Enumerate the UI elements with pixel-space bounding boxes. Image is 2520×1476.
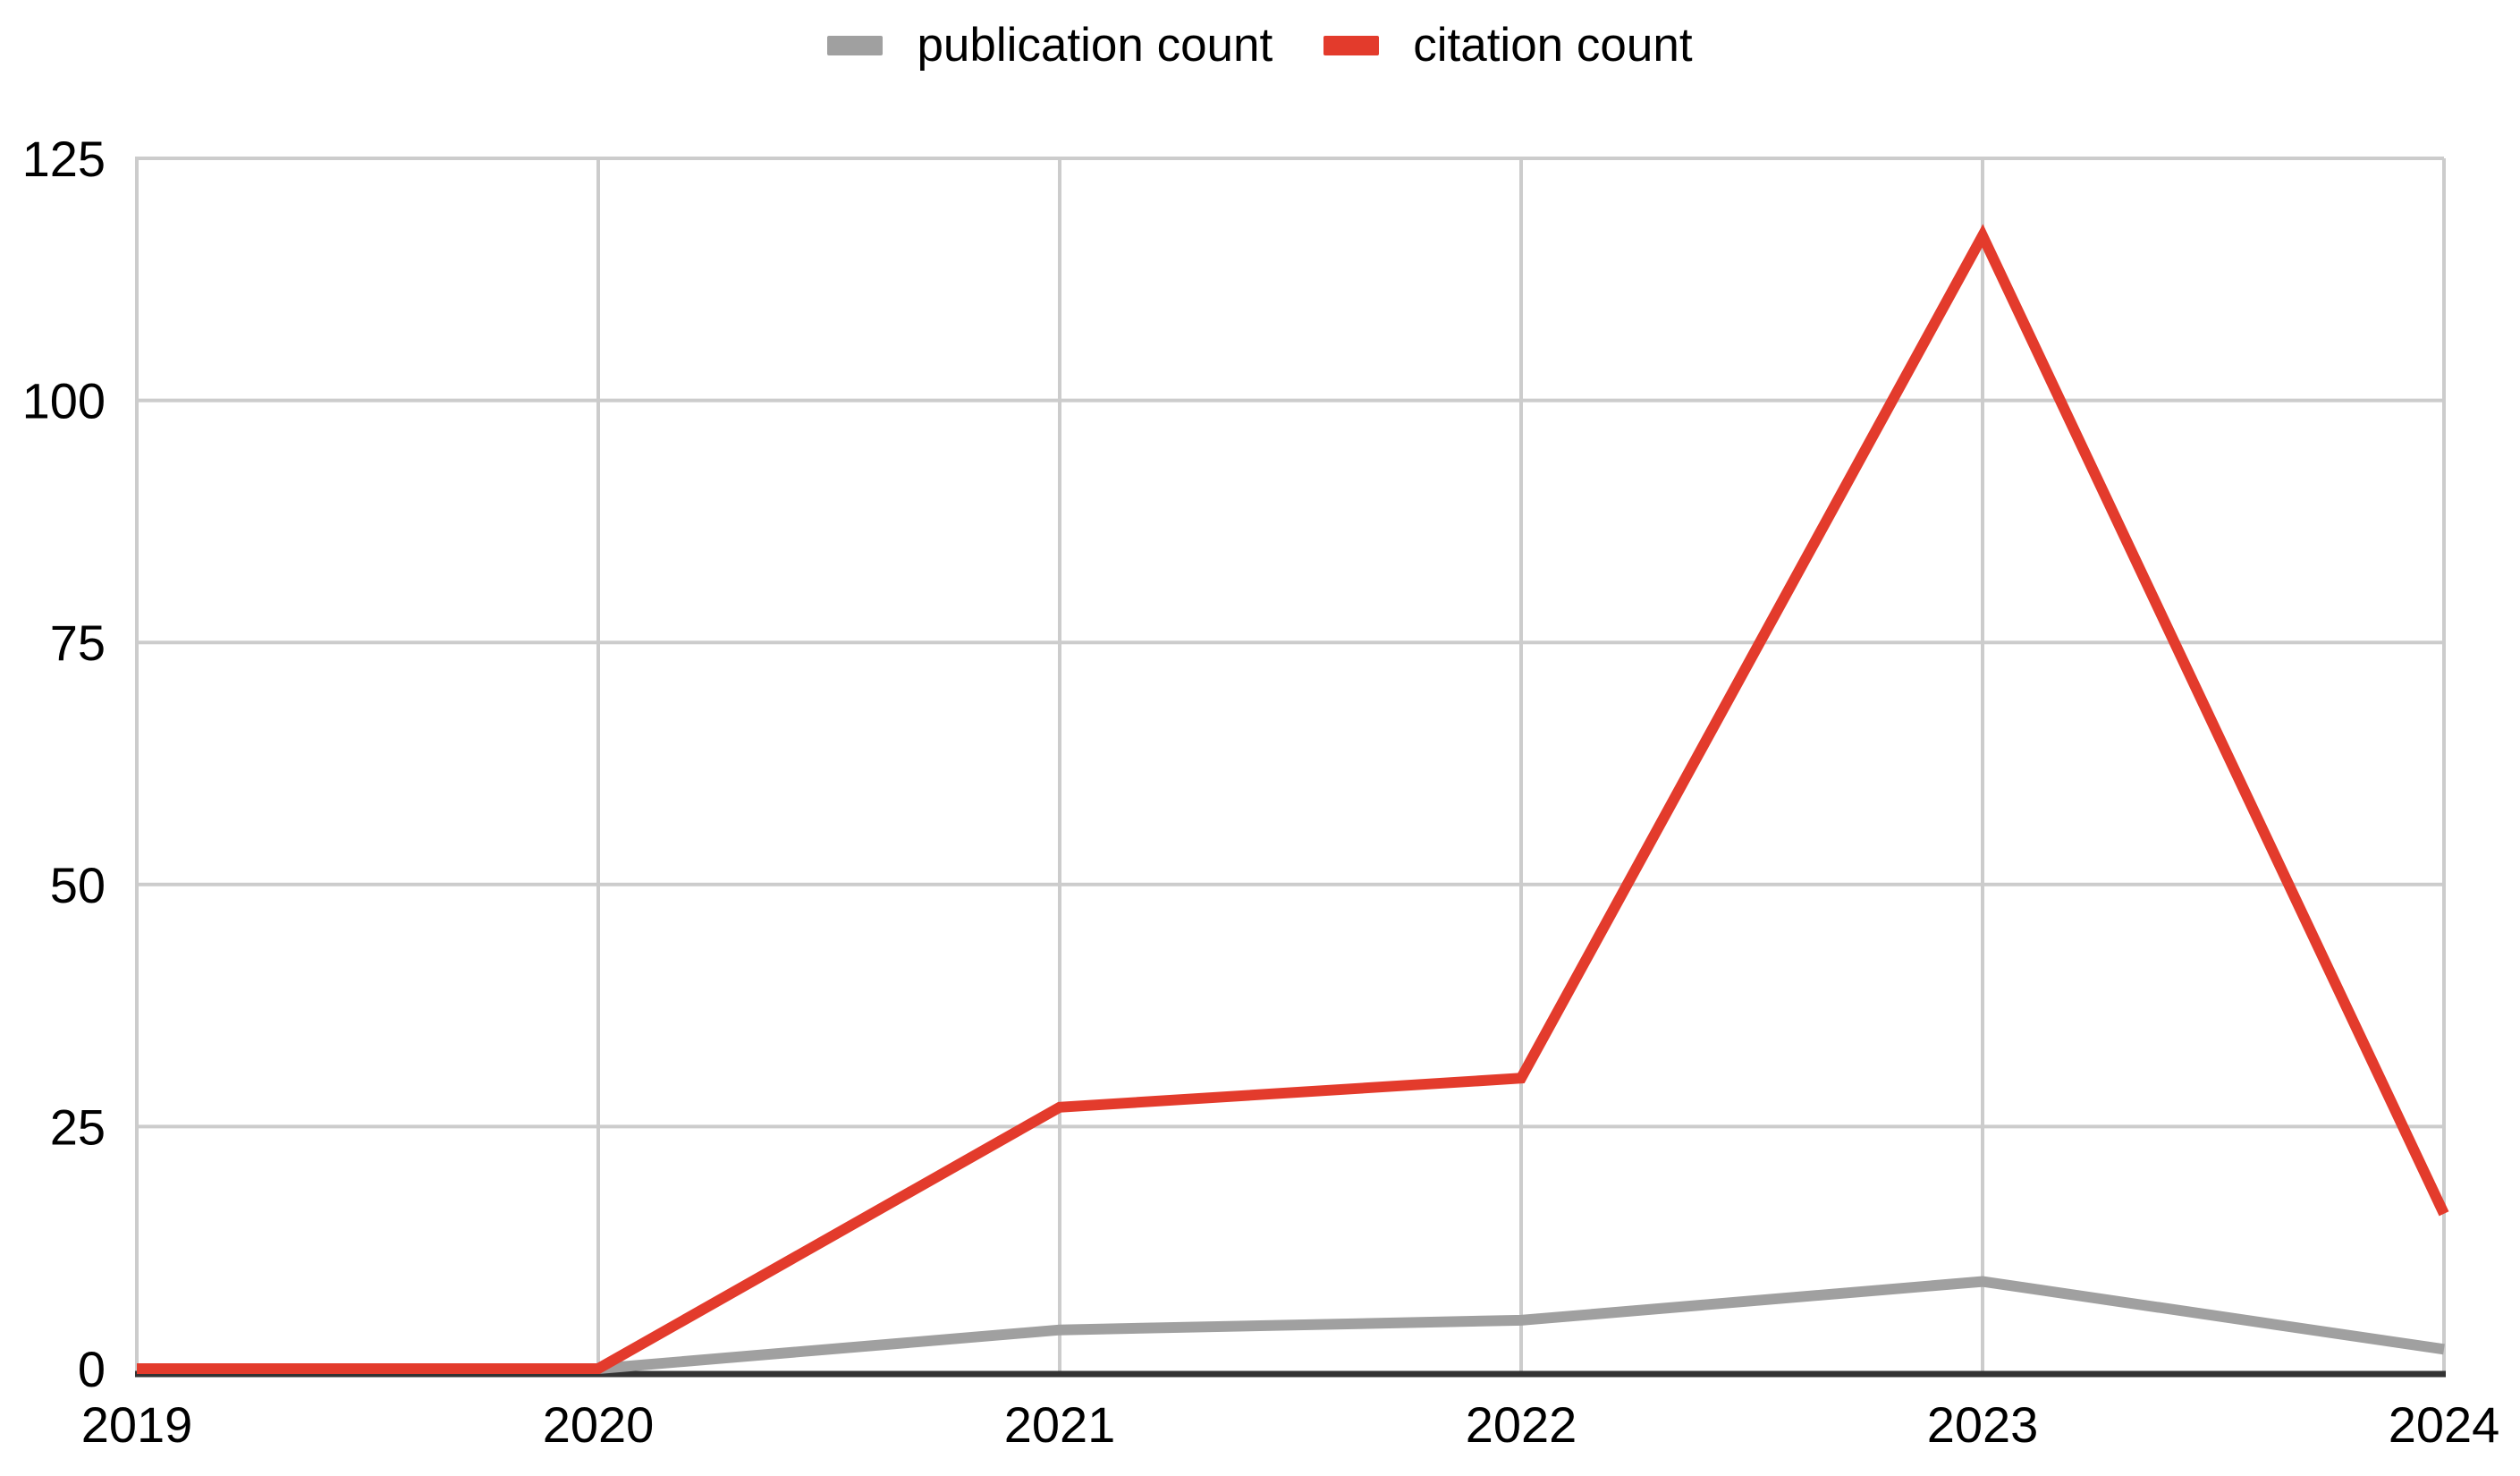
x-tick-label: 2019 bbox=[81, 1396, 193, 1453]
citation-count-swatch-icon bbox=[1323, 35, 1380, 55]
publication-count-legend-label: publication count bbox=[917, 19, 1273, 72]
x-tick-label: 2022 bbox=[1466, 1396, 1577, 1453]
legend-item-publication-count: publication count bbox=[827, 21, 1273, 69]
chart-legend: publication count citation count bbox=[0, 21, 2520, 69]
legend-item-citation-count: citation count bbox=[1323, 19, 1693, 72]
x-tick-label: 2024 bbox=[2389, 1396, 2500, 1453]
series-line-publication-count bbox=[137, 1276, 2445, 1374]
x-tick-label: 2023 bbox=[1927, 1396, 2039, 1453]
x-tick-label: 2020 bbox=[543, 1396, 655, 1453]
y-tick-label: 25 bbox=[50, 1099, 106, 1155]
citation-count-legend-label: citation count bbox=[1413, 19, 1693, 72]
publication-count-swatch-icon bbox=[827, 35, 884, 55]
y-tick-label: 50 bbox=[50, 857, 106, 913]
series-line-citation-count bbox=[137, 224, 2449, 1374]
x-tick-label: 2021 bbox=[1004, 1396, 1116, 1453]
y-tick-label: 75 bbox=[50, 615, 106, 671]
y-tick-label: 0 bbox=[78, 1341, 106, 1397]
y-tick-label: 100 bbox=[22, 373, 106, 429]
y-tick-label: 125 bbox=[22, 131, 106, 187]
